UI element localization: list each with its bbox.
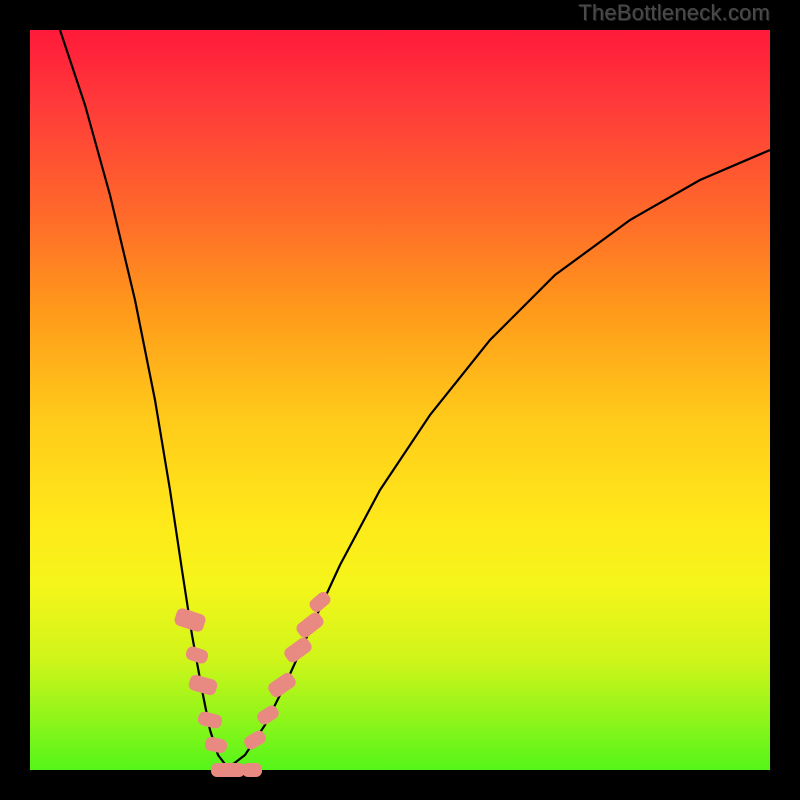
curve-marker (211, 763, 245, 777)
curve-marker (242, 763, 262, 777)
watermark-text: TheBottleneck.com (578, 0, 770, 26)
bottleneck-curve (30, 30, 770, 770)
